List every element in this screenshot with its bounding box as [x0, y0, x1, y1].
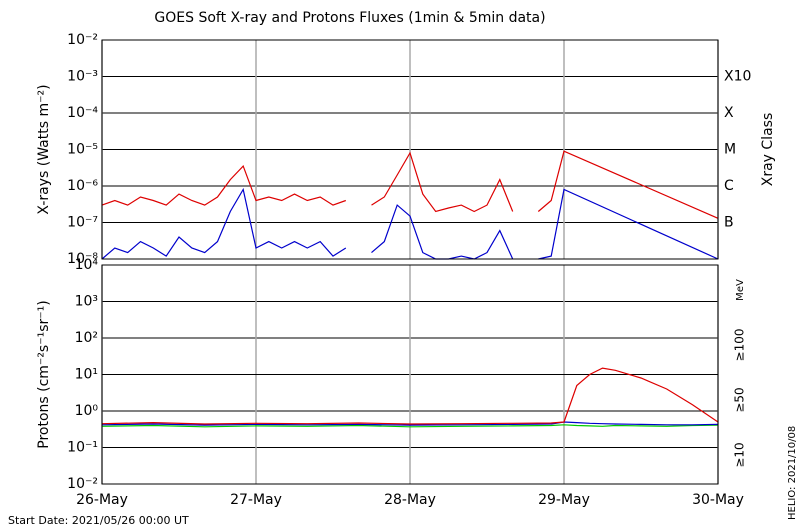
series-line: [101, 424, 719, 428]
y-tick-label: 10⁻³: [67, 69, 98, 85]
y-axis-label: X-rays (Watts m⁻²): [36, 84, 52, 214]
y2-tick-label: B: [724, 215, 734, 231]
y2-tick-label: C: [724, 178, 734, 194]
series-line: [101, 421, 719, 426]
x-tick-label: 29-May: [538, 492, 590, 508]
y-tick-label: 10⁻¹: [67, 440, 98, 456]
y-tick-label: 10¹: [75, 367, 98, 383]
x-tick-label: 28-May: [384, 492, 436, 508]
x-tick-label: 27-May: [230, 492, 282, 508]
y-tick-label: 10⁻⁴: [67, 105, 98, 121]
y-tick-label: 10⁻⁸: [67, 251, 98, 267]
legend-label: ≥50: [733, 387, 747, 412]
unit-label: MeV: [735, 279, 746, 301]
plot-frame: [101, 264, 719, 485]
legend-label: ≥10: [733, 442, 747, 467]
y-tick-label: 10⁻²: [67, 32, 98, 48]
x-tick-label: 30-May: [692, 492, 744, 508]
y-tick-label: 10⁻⁶: [67, 178, 98, 194]
plot-frame: [101, 39, 719, 260]
y-axis-label: Protons (cm⁻²s⁻¹sr⁻¹): [36, 300, 52, 449]
chart-title: GOES Soft X-ray and Protons Fluxes (1min…: [154, 10, 545, 26]
y2-axis-label: Xray Class: [760, 113, 776, 187]
y-tick-label: 10⁻²: [67, 476, 98, 492]
y2-tick-label: X10: [724, 69, 751, 85]
y-tick-label: 10⁴: [75, 257, 99, 273]
credit: HELIO: 2021/10/08: [787, 426, 798, 520]
y-tick-label: 10⁻⁷: [67, 215, 98, 231]
series-line: [101, 367, 719, 425]
x-tick-label: 26-May: [76, 492, 128, 508]
y-tick-label: 10²: [75, 330, 98, 346]
y2-tick-label: X: [724, 105, 734, 121]
start-date: Start Date: 2021/05/26 00:00 UT: [8, 514, 189, 527]
y-tick-label: 10⁻⁵: [67, 142, 98, 158]
y-tick-label: 10⁰: [75, 403, 99, 419]
series-line: [101, 150, 719, 219]
legend-label: ≥100: [733, 329, 747, 362]
y2-tick-label: M: [724, 142, 736, 158]
y-tick-label: 10³: [75, 294, 98, 310]
